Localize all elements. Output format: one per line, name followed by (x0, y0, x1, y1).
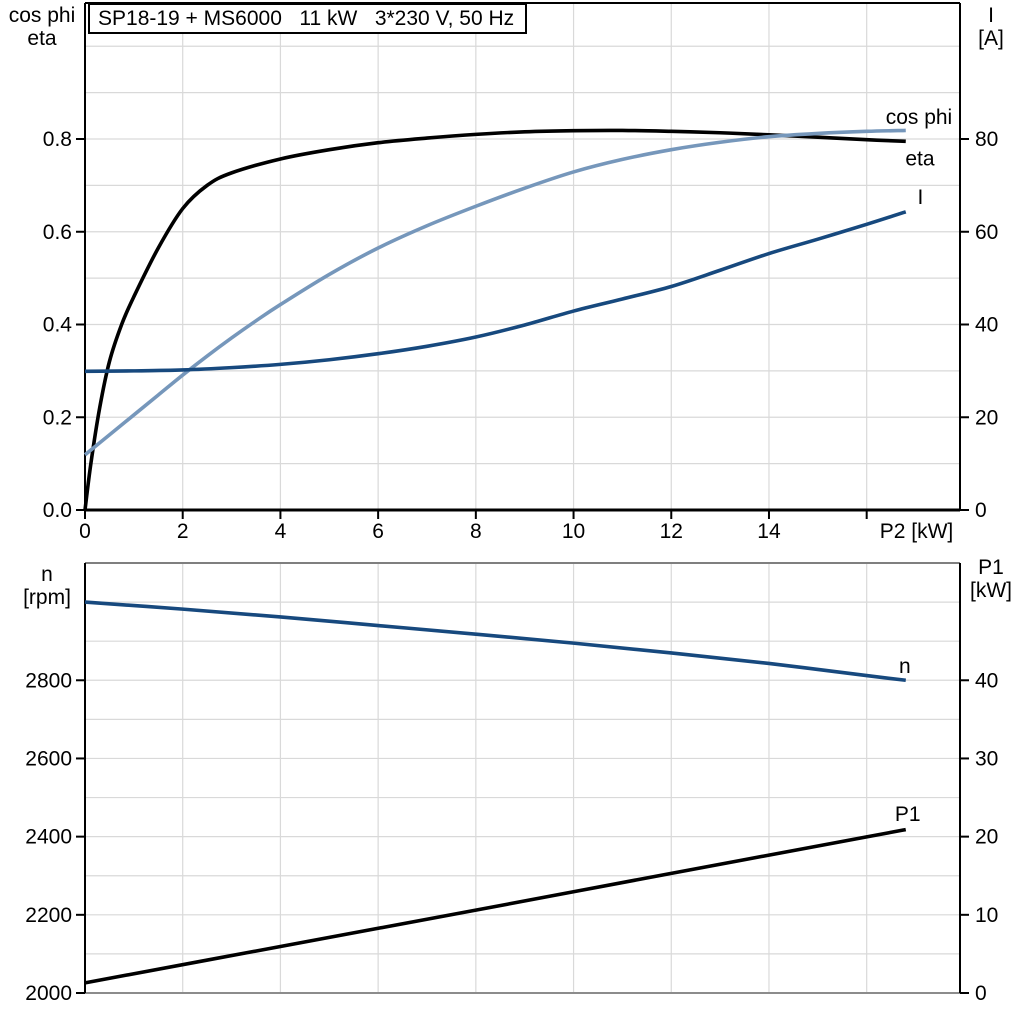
left-axis-tick-label: 0.6 (43, 221, 72, 244)
x-axis-caption: P2 [kW] (880, 520, 954, 543)
right-axis-tick-label: 40 (975, 314, 998, 337)
x-axis-tick-label: 6 (372, 520, 384, 543)
current-curve (84, 210, 907, 374)
eta-curve-label: eta (905, 147, 935, 170)
x-axis-tick-label: 0 (79, 520, 91, 543)
top-chart-panel: 0.0 0.2 0.4 0.6 0.8 0 20 40 60 80 0 2 4 6 8 10 12 14 P2 [k… (43, 2, 998, 543)
eta-curve (83, 128, 906, 511)
left-axis-tick-label: 2200 (25, 904, 72, 927)
chart-title-box: SP18-19 + MS6000 11 kW 3*230 V, 50 Hz (88, 3, 527, 34)
axis-unit-line: n (41, 563, 53, 586)
left-axis-tick-label: 0.8 (43, 128, 72, 151)
current-curve-label: I (918, 186, 924, 209)
left-axis-tick-label: 0.0 (43, 499, 72, 522)
bottom-left-axis-unit: n [rpm] (12, 563, 82, 609)
cos-phi-curve (83, 128, 906, 457)
speed-curve (84, 600, 906, 683)
p1-curve (84, 827, 907, 985)
x-axis-tick-label: 8 (470, 520, 482, 543)
right-axis-tick-label: 30 (975, 747, 998, 770)
left-axis-tick-label: 2600 (25, 747, 72, 770)
right-axis-tick-label: 0 (975, 982, 987, 1005)
right-axis-tick-label: 10 (975, 904, 998, 927)
top-left-axis-unit: cos phi eta (4, 4, 80, 50)
right-axis-tick-label: 60 (975, 221, 998, 244)
x-axis-tick-label: 14 (757, 520, 781, 543)
right-axis-tick-label: 40 (975, 669, 998, 692)
speed-curve-label: n (899, 655, 911, 678)
left-axis-tick-label: 2000 (25, 982, 72, 1005)
right-axis-tick-label: 20 (975, 826, 998, 849)
left-axis-tick-label: 2400 (25, 826, 72, 849)
axis-unit-line: P1 (978, 556, 1004, 579)
right-axis-tick-label: 20 (975, 406, 998, 429)
axis-unit-line: [A] (978, 27, 1004, 50)
axis-unit-line: cos phi (8, 4, 76, 27)
x-axis-tick-label: 12 (660, 520, 683, 543)
left-axis-tick-label: 2800 (25, 669, 72, 692)
right-axis-tick-label: 0 (975, 499, 987, 522)
axis-unit-line: [kW] (970, 579, 1012, 602)
axis-unit-line: [rpm] (23, 586, 71, 609)
bottom-right-axis-unit: P1 [kW] (962, 556, 1020, 602)
x-axis-tick-label: 4 (275, 520, 287, 543)
axis-unit-line: eta (27, 27, 57, 50)
left-axis-tick-label: 0.4 (43, 314, 73, 337)
bottom-chart-panel: 2000 2200 2400 2600 2800 0 10 20 30 40 n P1 (25, 562, 998, 1005)
x-axis-tick-label: 10 (562, 520, 585, 543)
top-right-axis-unit: I [A] (962, 4, 1020, 50)
right-axis-tick-label: 80 (975, 128, 998, 151)
p1-curve-label: P1 (895, 803, 921, 826)
cos-phi-curve-label: cos phi (886, 106, 953, 129)
chart-title: SP18-19 + MS6000 11 kW 3*230 V, 50 Hz (98, 6, 515, 30)
axis-unit-line: I (988, 4, 994, 27)
left-axis-tick-label: 0.2 (43, 406, 72, 429)
x-axis-tick-label: 2 (177, 520, 189, 543)
